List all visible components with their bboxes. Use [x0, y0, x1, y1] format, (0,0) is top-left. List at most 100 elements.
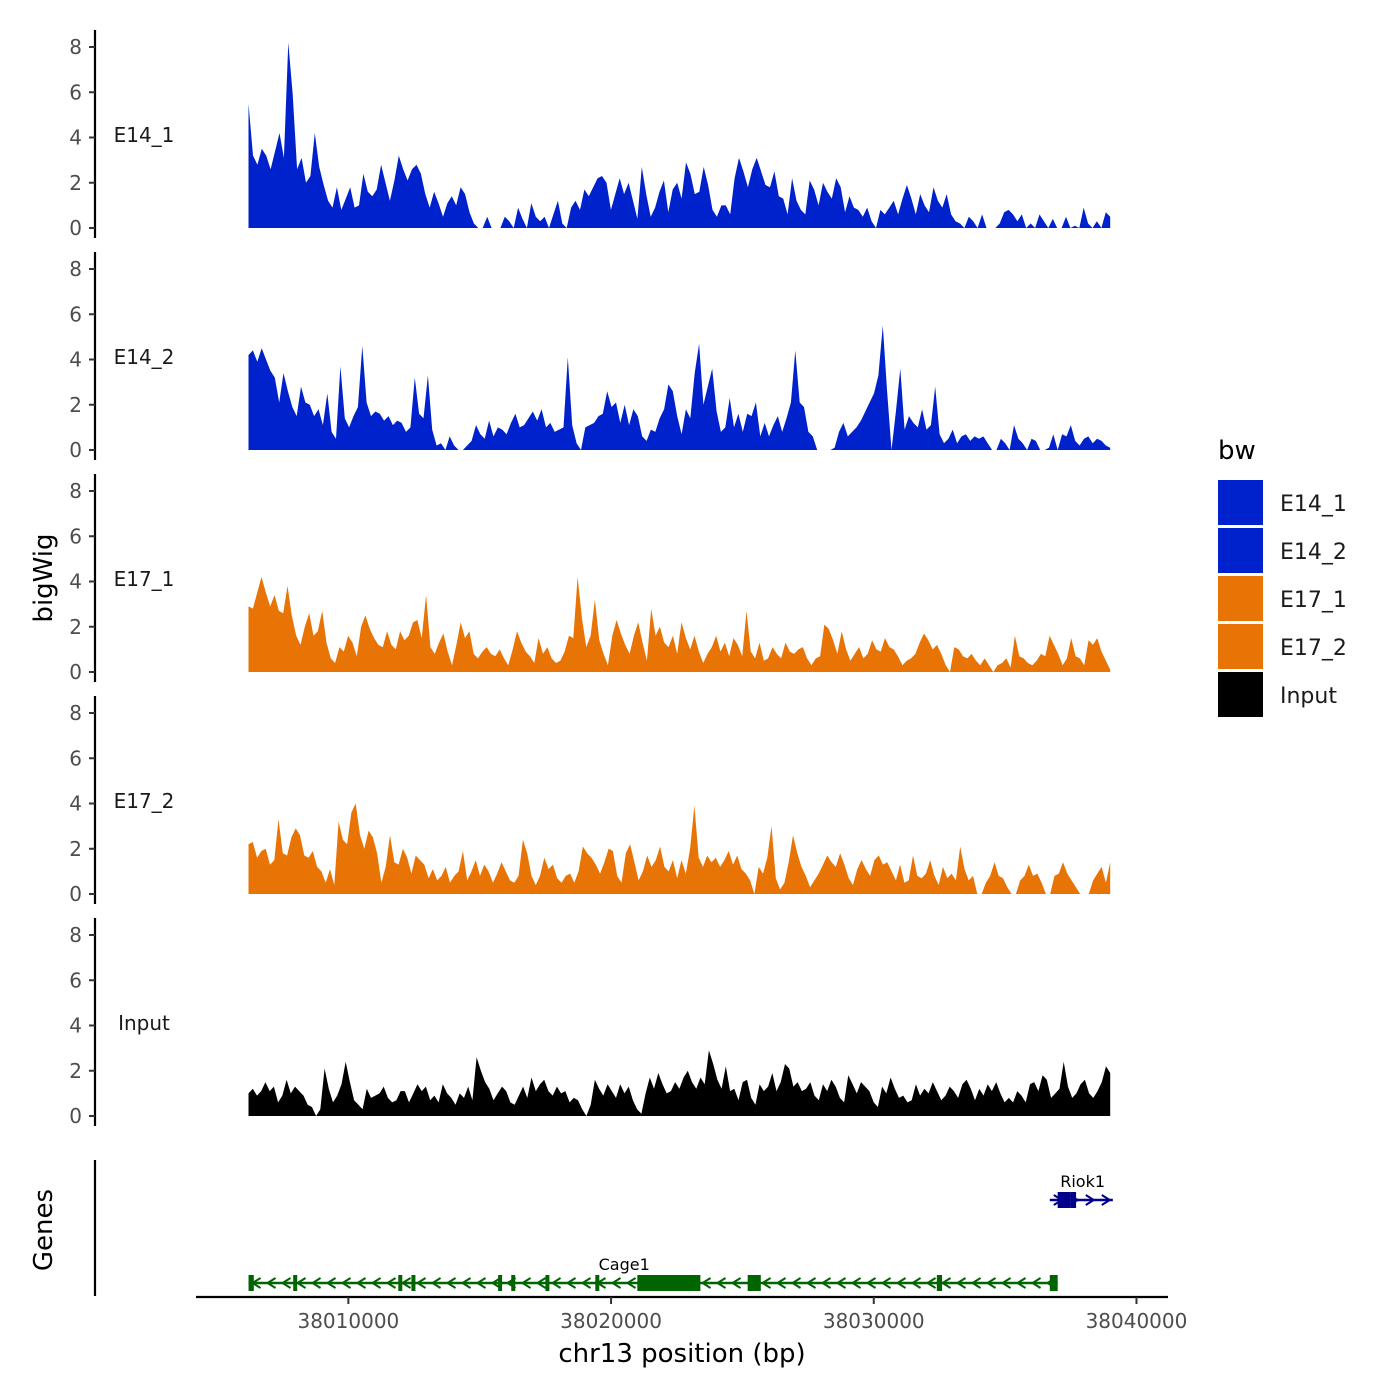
y-tick-label: 0 [69, 438, 82, 462]
legend-entry: Input [1218, 672, 1337, 717]
legend-swatch [1218, 672, 1263, 717]
strand-chevron [985, 1277, 997, 1289]
strand-chevron [625, 1277, 637, 1289]
y-tick-label: 0 [69, 1104, 82, 1128]
strand-chevron [310, 1277, 322, 1289]
gene-exon [1070, 1192, 1077, 1208]
strand-chevron [325, 1277, 337, 1289]
y-tick-label: 8 [69, 701, 82, 725]
track-label: E14_2 [114, 345, 175, 369]
strand-chevron [895, 1277, 907, 1289]
y-tick-label: 6 [69, 80, 82, 104]
y-tick-label: 2 [69, 1059, 82, 1083]
legend-entry: E17_1 [1218, 576, 1347, 621]
strand-chevron [880, 1277, 892, 1289]
strand-chevron [490, 1277, 502, 1289]
genes-panel: Genes Cage1 Riok1 [29, 1160, 1113, 1296]
y-tick-label: 2 [69, 837, 82, 861]
signal-area [248, 1050, 1111, 1116]
strand-chevron [760, 1277, 772, 1289]
gene-exon [248, 1275, 254, 1291]
gene-cage1: Cage1 [248, 1255, 1058, 1291]
y-tick-label: 4 [69, 792, 82, 816]
y-tick-label: 8 [69, 479, 82, 503]
strand-chevron [865, 1277, 877, 1289]
strand-chevron [1000, 1277, 1012, 1289]
strand-chevron [700, 1277, 712, 1289]
strand-chevron [475, 1277, 487, 1289]
legend-entry: E14_1 [1218, 480, 1347, 525]
strand-chevron [730, 1277, 742, 1289]
legend-label: E17_1 [1280, 588, 1347, 613]
strand-chevron [610, 1277, 622, 1289]
legend-entry: E17_2 [1218, 624, 1347, 669]
y-tick-label: 6 [69, 302, 82, 326]
track-label: E14_1 [114, 123, 175, 147]
strand-chevron [535, 1277, 547, 1289]
track-e14-2: 0 2 4 6 8 E14_2 [69, 252, 1111, 462]
x-tick-label: 38010000 [297, 1309, 399, 1333]
gene-exon [498, 1275, 503, 1291]
legend-label: Input [1280, 684, 1337, 709]
track-e14-1: 0 2 4 6 8 E14_1 [69, 30, 1111, 240]
genes-axis-title: Genes [29, 1189, 59, 1271]
strand-chevron [445, 1277, 457, 1289]
y-tick-label: 6 [69, 968, 82, 992]
legend-swatch [1218, 528, 1263, 573]
strand-chevron [355, 1277, 367, 1289]
gene-exon [1049, 1275, 1058, 1291]
strand-chevron [715, 1277, 727, 1289]
y-tick-label: 6 [69, 524, 82, 548]
strand-chevron [1085, 1194, 1096, 1206]
strand-chevron [790, 1277, 802, 1289]
gene-exon [1057, 1192, 1071, 1208]
track-e17-2: 0 2 4 6 8 E17_2 [69, 696, 1111, 906]
strand-chevron [385, 1277, 397, 1289]
y-tick-label: 8 [69, 35, 82, 59]
y-axis-title: bigWig [29, 533, 59, 622]
strand-chevron [910, 1277, 922, 1289]
strand-chevron [970, 1277, 982, 1289]
strand-chevron [400, 1277, 412, 1289]
gene-exon [747, 1275, 761, 1291]
legend-entry: E14_2 [1218, 528, 1347, 573]
gene-riok1: Riok1 [1049, 1172, 1113, 1208]
strand-chevron [340, 1277, 352, 1289]
strand-chevron [940, 1277, 952, 1289]
x-tick-label: 38040000 [1086, 1309, 1188, 1333]
strand-chevron [550, 1277, 562, 1289]
legend-label: E17_2 [1280, 636, 1347, 661]
signal-area [248, 803, 1111, 894]
gene-label: Riok1 [1060, 1172, 1105, 1191]
strand-chevron [295, 1277, 307, 1289]
gene-exon [595, 1275, 600, 1291]
strand-chevron [850, 1277, 862, 1289]
y-tick-label: 4 [69, 126, 82, 150]
gene-exon [411, 1275, 416, 1291]
legend-swatch [1218, 624, 1263, 669]
signal-area [248, 42, 1111, 228]
y-tick-label: 4 [69, 1014, 82, 1038]
strand-chevron [580, 1277, 592, 1289]
y-tick-label: 0 [69, 660, 82, 684]
y-tick-label: 8 [69, 923, 82, 947]
strand-chevron [955, 1277, 967, 1289]
strand-chevron [565, 1277, 577, 1289]
legend-swatch [1218, 576, 1263, 621]
x-tick-label: 38030000 [823, 1309, 925, 1333]
x-axis: 38010000 38020000 38030000 38040000 chr13 po… [196, 1295, 1188, 1369]
gene-exon [637, 1275, 701, 1291]
legend-title: bw [1218, 436, 1256, 466]
track-label: Input [118, 1011, 170, 1035]
track-e17-1: 0 2 4 6 8 E17_1 [69, 474, 1111, 684]
track-label: E17_2 [114, 789, 175, 813]
strand-chevron [925, 1277, 937, 1289]
y-tick-label: 0 [69, 882, 82, 906]
strand-chevron [835, 1277, 847, 1289]
strand-chevron [370, 1277, 382, 1289]
strand-chevron [1101, 1194, 1112, 1206]
y-tick-label: 0 [69, 216, 82, 240]
x-tick-label: 38020000 [560, 1309, 662, 1333]
strand-chevron [1030, 1277, 1042, 1289]
